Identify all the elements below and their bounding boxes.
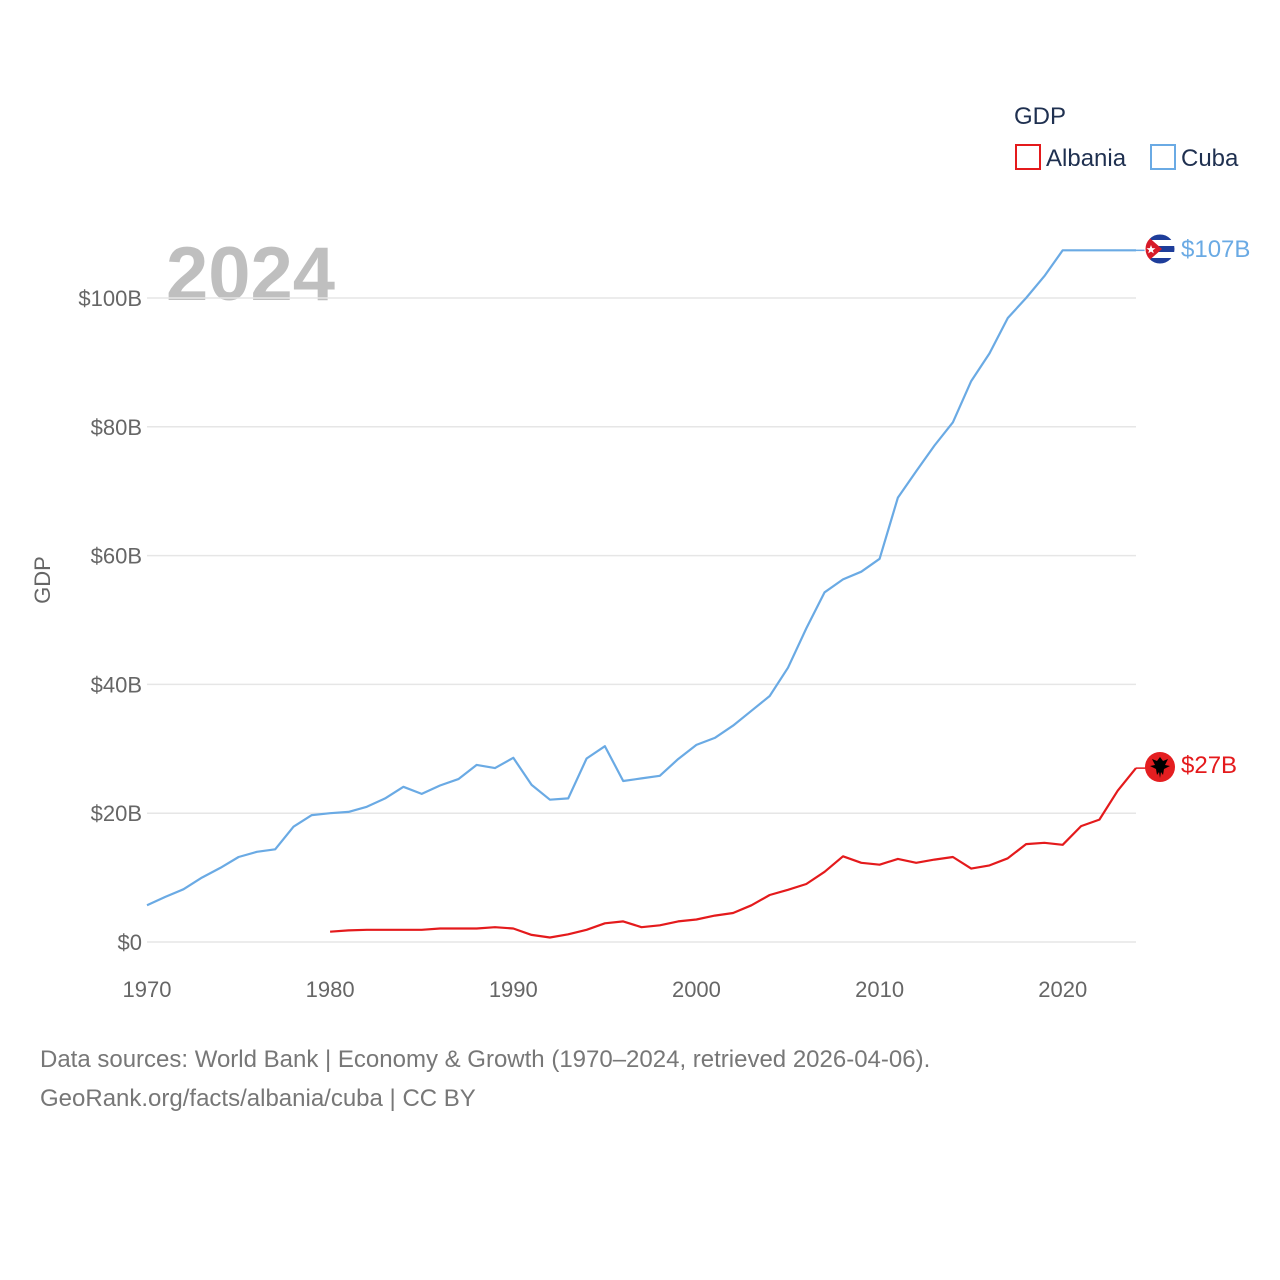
gridlines	[147, 297, 1136, 943]
x-tick-label: 2020	[1038, 977, 1087, 1002]
legend-label-albania[interactable]: Albania	[1046, 145, 1127, 172]
x-tick-label: 1970	[123, 977, 172, 1002]
y-tick-label: $80B	[91, 415, 142, 440]
y-axis-ticks: $0 $20B $40B $60B $80B $100B	[78, 286, 142, 955]
x-tick-label: 1980	[306, 977, 355, 1002]
series-line-albania[interactable]	[330, 767, 1137, 939]
y-tick-label: $100B	[78, 286, 142, 311]
legend: GDP Albania Cuba	[1014, 103, 1239, 172]
legend-title: GDP	[1014, 103, 1066, 130]
legend-swatch-cuba[interactable]	[1150, 144, 1176, 170]
y-tick-label: $20B	[91, 801, 142, 826]
x-tick-label: 2000	[672, 977, 721, 1002]
end-value-label-albania: $27B	[1181, 752, 1237, 779]
source-line-2: GeoRank.org/facts/albania/cuba | CC BY	[40, 1085, 476, 1112]
y-tick-label: $60B	[91, 544, 142, 569]
x-axis-ticks: 1970 1980 1990 2000 2010 2020	[123, 977, 1088, 1002]
end-value-label-cuba: $107B	[1181, 236, 1250, 263]
y-tick-label: $0	[118, 930, 142, 955]
source-note: Data sources: World Bank | Economy & Gro…	[40, 1040, 930, 1118]
x-tick-label: 1990	[489, 977, 538, 1002]
legend-label-cuba[interactable]: Cuba	[1181, 145, 1239, 172]
y-tick-label: $40B	[91, 672, 142, 697]
albania-flag-icon	[1145, 752, 1175, 782]
y-axis-title: GDP	[30, 556, 55, 604]
source-line-1: Data sources: World Bank | Economy & Gro…	[40, 1046, 931, 1073]
legend-swatch-albania[interactable]	[1015, 144, 1041, 170]
cuba-flag-icon	[1144, 233, 1176, 265]
x-tick-label: 2010	[855, 977, 904, 1002]
series-line-cuba[interactable]	[146, 249, 1136, 907]
year-label: 2024	[166, 232, 335, 317]
